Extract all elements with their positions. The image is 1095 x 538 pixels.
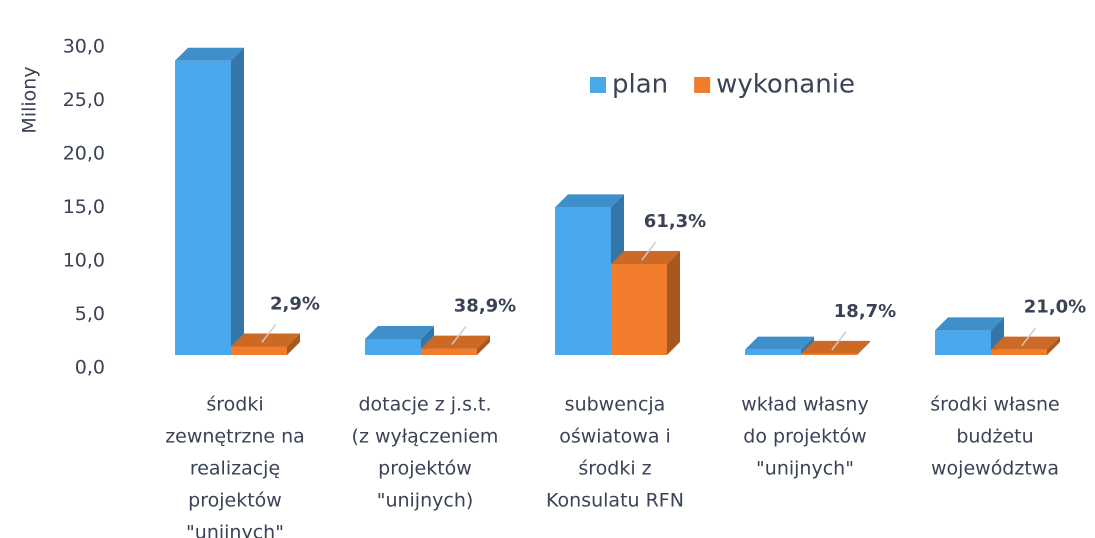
x-tick-label: środki własne	[930, 394, 1060, 416]
bar-top	[801, 340, 870, 354]
annotation: 38,9%	[454, 296, 516, 317]
bar-side	[1047, 336, 1060, 355]
bar-group	[231, 333, 300, 355]
bar-top	[421, 335, 490, 349]
bar-side	[857, 340, 870, 355]
x-tick-label: Konsulatu RFN	[546, 490, 684, 512]
bar	[175, 60, 231, 355]
x-tick-label: do projektów	[743, 426, 866, 448]
bar-group	[745, 336, 814, 355]
bar-top	[745, 336, 814, 350]
legend-swatch	[694, 77, 711, 93]
legend-label: plan	[612, 70, 668, 100]
bar	[231, 346, 287, 355]
bar	[745, 349, 801, 355]
bar-side	[667, 251, 680, 355]
y-tick-label: 10,0	[63, 250, 105, 272]
bar	[421, 348, 477, 355]
annotation-leader	[451, 326, 467, 346]
bar-side	[287, 333, 300, 355]
bar-group	[801, 340, 870, 355]
x-tick-label: budżetu	[956, 426, 1033, 448]
bar	[365, 338, 421, 355]
bar-top	[935, 317, 1004, 331]
annotation: 2,9%	[270, 293, 320, 314]
bar-top	[175, 47, 244, 61]
x-tick-label: "unijnych"	[756, 458, 854, 480]
y-tick-label: 0,0	[75, 357, 105, 379]
x-tick-label: środki	[206, 394, 263, 416]
y-tick-label: 20,0	[63, 143, 105, 165]
y-axis-label: Miliony	[19, 66, 41, 133]
annotation-leader	[1021, 327, 1037, 347]
x-tick-label: dotacje z j.s.t.	[359, 394, 492, 416]
y-tick-label: 30,0	[63, 36, 105, 58]
x-tick-label: realizację	[190, 458, 280, 480]
bar-side	[991, 317, 1004, 355]
bar-top	[365, 325, 434, 339]
annotation: 21,0%	[1024, 297, 1086, 318]
bar-group	[991, 336, 1060, 355]
x-tick-label: wkład własny	[741, 394, 868, 416]
x-tick-label: "unijnych"	[186, 522, 284, 538]
annotation: 18,7%	[834, 301, 896, 322]
x-tick-label: zewnętrzne na	[165, 426, 305, 448]
legend-swatch	[590, 77, 606, 93]
annotation: 61,3%	[644, 211, 706, 232]
bar	[611, 264, 667, 355]
y-tick-label: 15,0	[63, 196, 105, 218]
x-tick-label: oświatowa i	[559, 426, 671, 448]
bar-top	[991, 336, 1060, 350]
x-tick-label: subwencja	[565, 394, 666, 416]
bar-group	[935, 317, 1004, 355]
annotation-leader	[261, 323, 277, 343]
bar-top	[231, 333, 300, 347]
bar-side	[231, 47, 244, 355]
bar-top	[611, 251, 680, 265]
x-tick-label: środki z	[578, 458, 651, 480]
bar-side	[801, 336, 814, 355]
y-tick-label: 25,0	[63, 89, 105, 111]
bar-side	[477, 335, 490, 355]
bar-group	[175, 47, 244, 355]
x-tick-label: (z wyłączeniem	[352, 426, 499, 448]
annotation-leader	[831, 331, 847, 351]
bar	[555, 207, 611, 355]
bar-group	[611, 251, 680, 355]
y-tick-label: 5,0	[75, 303, 105, 325]
x-tick-label: projektów	[378, 458, 472, 480]
x-tick-label: "unijnych)	[377, 490, 474, 512]
bar	[991, 349, 1047, 355]
x-tick-label: województwa	[931, 458, 1059, 480]
bar	[801, 353, 857, 355]
legend-label: wykonanie	[716, 70, 855, 100]
bar-top	[555, 194, 624, 208]
bar-group	[555, 194, 624, 355]
x-tick-label: projektów	[188, 490, 282, 512]
annotation-leader	[641, 241, 657, 261]
bar	[935, 330, 991, 355]
bar-group	[421, 335, 490, 355]
